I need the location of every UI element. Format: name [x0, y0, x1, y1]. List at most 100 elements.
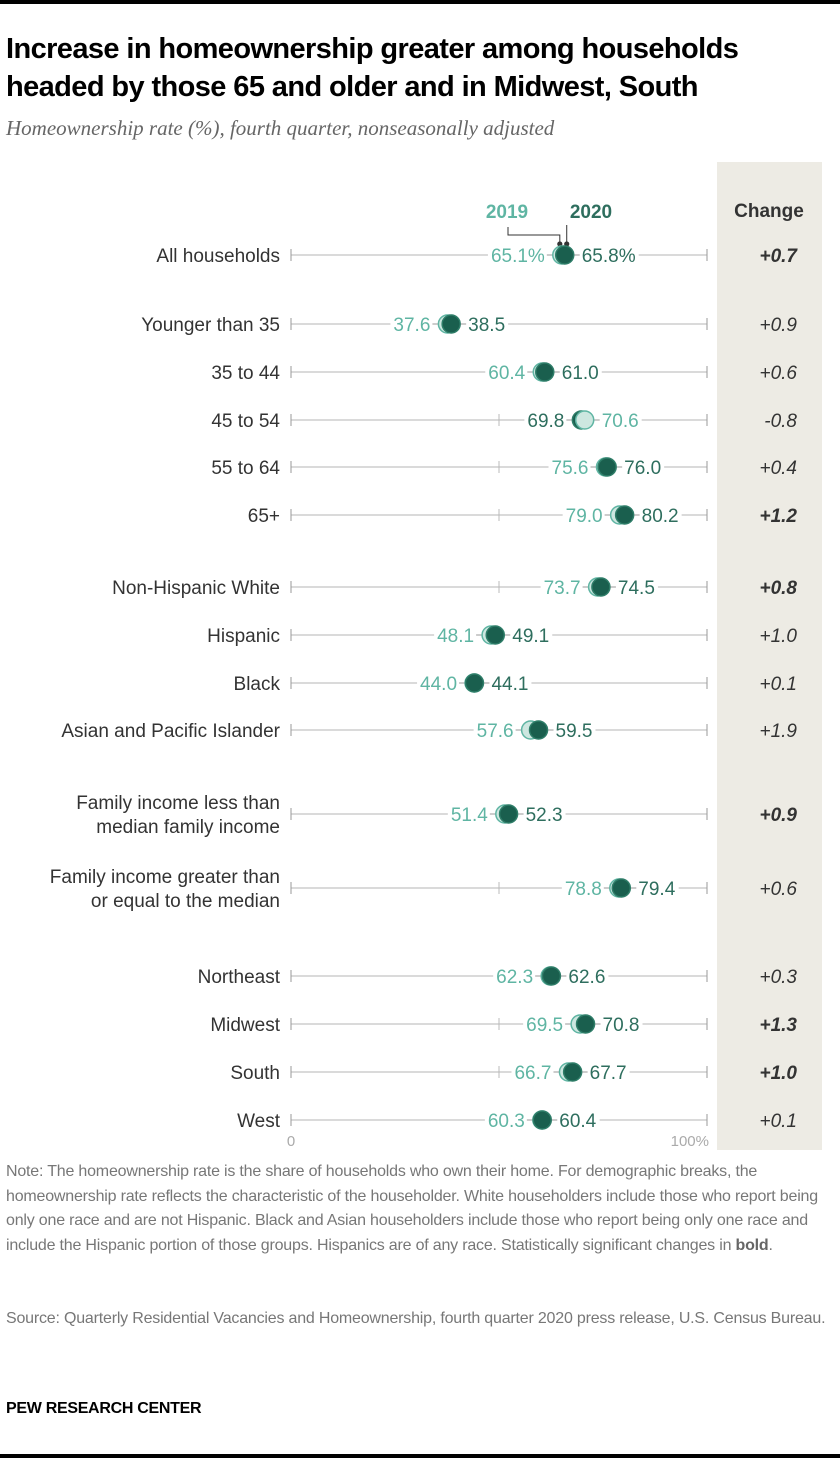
change-value: +1.9: [759, 721, 797, 742]
category-label: 35 to 44: [211, 363, 280, 384]
category-label: Midwest: [210, 1015, 280, 1036]
x-tick-label-100: 100%: [671, 1133, 709, 1150]
value-label-background: [511, 1063, 555, 1084]
change-value: +0.1: [759, 674, 797, 695]
note-bold-word: bold: [735, 1236, 769, 1254]
value-label-2020: 38.5: [468, 315, 505, 336]
chart-row: 35 to 44 60.4 61.0 +0.6: [211, 362, 797, 384]
value-label-background: [556, 1111, 600, 1132]
value-label-background: [417, 674, 461, 695]
change-header: Change: [734, 201, 804, 222]
value-label-background: [562, 506, 606, 527]
value-label-background: [487, 246, 548, 267]
category-label: Younger than 35: [141, 315, 280, 336]
value-label-2019: 73.7: [544, 578, 581, 599]
value-label-background: [621, 458, 665, 479]
value-label-background: [548, 458, 592, 479]
value-label-background: [614, 578, 658, 599]
category-label: Asian and Pacific Islander: [61, 721, 280, 742]
dot-2020: [535, 362, 555, 382]
change-value: +0.7: [759, 246, 798, 267]
value-label-2020: 61.0: [562, 363, 599, 384]
dot-2020: [575, 1014, 596, 1034]
category-label: Non-Hispanic White: [112, 578, 280, 599]
chart-subtitle: Homeownership rate (%), fourth quarter, …: [6, 116, 555, 140]
dot-2020: [591, 577, 611, 597]
chart-row: Midwest 69.5 70.8 +1.3: [210, 1014, 797, 1036]
category-label: Hispanic: [207, 626, 280, 647]
value-label-2020: 59.5: [556, 721, 593, 742]
value-label-background: [599, 1015, 643, 1036]
chart-row: Non-Hispanic White 73.7 74.5 +0.8: [112, 577, 797, 599]
change-value: +0.9: [759, 315, 797, 336]
value-label-background: [488, 674, 532, 695]
chart-row: Northeast 62.3 62.6 +0.3: [198, 966, 797, 988]
value-label-background: [598, 411, 642, 432]
value-label-background: [493, 967, 537, 988]
chart-row: 55 to 64 75.6 76.0 +0.4: [211, 457, 797, 479]
value-label-background: [522, 805, 566, 826]
chart-row: Asian and Pacific Islander 57.6 59.5 +1.9: [61, 720, 797, 742]
dot-2020: [498, 804, 519, 824]
dot-2020: [485, 625, 506, 645]
change-value: +0.3: [759, 967, 797, 988]
note-suffix: .: [768, 1236, 773, 1254]
legend: 2019 2020: [486, 202, 612, 247]
value-label-2019: 37.6: [393, 315, 430, 336]
value-label-2020: 44.1: [491, 674, 528, 695]
legend-leader-2019: [507, 227, 561, 244]
value-label-background: [473, 721, 517, 742]
dot-2020: [441, 314, 461, 334]
dot-2020: [614, 505, 635, 525]
change-value: +1.0: [759, 626, 797, 647]
change-value: +0.4: [759, 458, 797, 479]
value-label-background: [558, 363, 602, 384]
chart-row: Hispanic 48.1 49.1 +1.0: [207, 625, 797, 647]
value-label-2019: 44.0: [420, 674, 457, 695]
chart-source: Source: Quarterly Residential Vacancies …: [6, 1310, 826, 1327]
value-label-background: [465, 315, 509, 336]
dot-2020: [464, 673, 485, 693]
chart-row: Family income greater than or equal to th…: [50, 867, 798, 912]
value-label-2019: 75.6: [552, 458, 589, 479]
value-label-2020: 69.8: [527, 411, 564, 432]
category-label: South: [230, 1063, 280, 1084]
top-rule: [0, 0, 840, 4]
value-label-background: [565, 967, 609, 988]
chart-rows: Change All households 65.1% 65.8% +0.7 Younge…: [50, 201, 804, 1132]
x-tick-label-0: 0: [287, 1133, 295, 1150]
change-value: +0.6: [759, 363, 797, 384]
value-label-2019: 66.7: [514, 1063, 551, 1084]
change-value: +0.1: [759, 1111, 797, 1132]
change-value: +1.3: [759, 1015, 797, 1036]
category-label: 45 to 54: [211, 411, 280, 432]
dot-2019: [574, 410, 595, 430]
value-label-2019: 69.5: [526, 1015, 563, 1036]
value-label-background: [523, 1015, 567, 1036]
value-label-2020: 76.0: [624, 458, 661, 479]
change-column-panel: [717, 162, 822, 1150]
value-label-2020: 80.2: [642, 506, 679, 527]
value-label-2019: 70.6: [602, 411, 639, 432]
dot-2020: [611, 878, 632, 898]
chart-title: Increase in homeownership greater among …: [6, 33, 739, 103]
chart-row: West 60.3 60.4 +0.1: [237, 1110, 797, 1132]
dot-chart: 2019 2020 Change All households 65.1% 65.8% +…: [50, 201, 804, 1150]
value-label-2019: 79.0: [566, 506, 603, 527]
bottom-rule: [0, 1454, 840, 1458]
change-value: +0.6: [759, 879, 797, 900]
value-label-background: [509, 626, 553, 647]
category-label: Northeast: [198, 967, 281, 988]
value-label-2019: 51.4: [451, 805, 488, 826]
category-label: 65+: [248, 506, 280, 527]
change-value: +0.9: [759, 805, 797, 826]
dot-2020: [554, 245, 575, 265]
dot-2020: [597, 457, 617, 477]
value-label-2020: 70.8: [603, 1015, 640, 1036]
value-label-2019: 65.1%: [491, 246, 545, 267]
category-label: or equal to the median: [91, 891, 280, 912]
value-label-background: [434, 626, 478, 647]
dot-2020: [562, 1062, 583, 1082]
legend-label-2019: 2019: [486, 202, 528, 223]
change-value: +0.8: [759, 578, 797, 599]
